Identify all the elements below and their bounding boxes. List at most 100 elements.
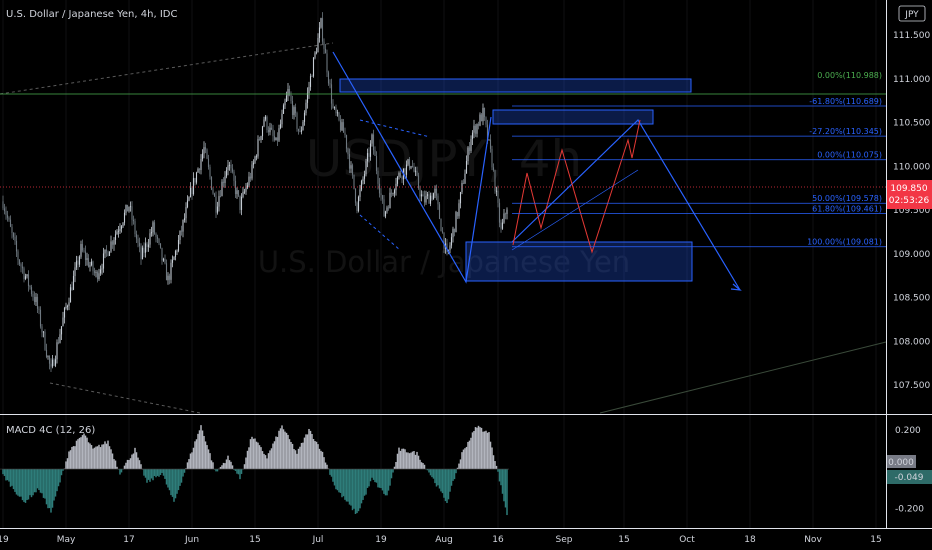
macd-bar <box>6 469 9 481</box>
candle-body <box>296 113 298 129</box>
candle-body <box>222 181 225 183</box>
candle-body <box>257 139 259 157</box>
candle-body <box>134 221 136 235</box>
candle-body <box>275 137 277 141</box>
pattern-drawings[interactable] <box>332 51 742 291</box>
candle-body <box>368 153 370 157</box>
wedge-projection[interactable] <box>511 119 741 291</box>
candle-body <box>491 148 493 168</box>
price-axis[interactable]: 111.500 111.000 110.500 110.000 109.500 109.0… <box>893 31 930 514</box>
macd-bar <box>30 469 33 498</box>
projected-wave-path[interactable] <box>512 119 641 254</box>
macd-bar <box>48 469 51 509</box>
candle-body <box>206 149 208 159</box>
macd-bar <box>188 459 190 470</box>
macd-bar <box>174 469 177 499</box>
wedge-lower-line[interactable] <box>511 169 639 251</box>
macd-bar <box>54 469 57 497</box>
candle-body <box>417 175 420 189</box>
candle-body <box>267 130 270 133</box>
macd-bar <box>336 469 339 491</box>
fib-label-1: -61.80%(110.689) <box>809 97 882 106</box>
candle-body <box>41 326 43 333</box>
fibonacci-levels[interactable]: 0.00%(110.988) -61.80%(110.689) -27.20%(11… <box>512 71 886 248</box>
candle-body <box>432 193 435 200</box>
macd-bar <box>504 469 507 508</box>
candle-body <box>413 166 415 172</box>
macd-bar <box>144 469 147 478</box>
candle-body <box>251 164 253 179</box>
macd-bar <box>464 448 466 470</box>
macd-bar <box>98 444 100 470</box>
candle-body <box>488 139 490 141</box>
candle-body <box>299 131 301 132</box>
macd-bar <box>311 434 313 470</box>
candle-body <box>485 117 487 125</box>
candle-body <box>261 126 264 137</box>
candle-body <box>347 148 349 155</box>
candle-body <box>272 129 274 137</box>
candle-body <box>39 309 42 327</box>
macd-bar <box>348 469 351 505</box>
macd-bar <box>8 469 10 482</box>
upper-dashed-trendline[interactable] <box>0 42 334 95</box>
candle-body <box>309 76 312 87</box>
macd-bar <box>350 469 352 506</box>
macd-bar <box>462 449 465 470</box>
macd-bar <box>339 469 342 493</box>
macd-bar <box>104 441 106 470</box>
candle-body <box>147 244 150 247</box>
candle-body <box>12 232 15 237</box>
time-axis[interactable]: 19 May 17 Jun 15 Jul 19 Aug 16 Sep 15 Oct 18 Nov 15 <box>0 535 882 545</box>
macd-bar <box>404 449 406 470</box>
macd-bar <box>330 469 333 477</box>
chart-title[interactable]: U.S. Dollar / Japanese Yen, 4h, IDC <box>6 9 177 20</box>
supply-zone-right[interactable] <box>492 109 654 125</box>
macd-bar <box>395 461 397 470</box>
candle-body <box>339 120 342 131</box>
demand-zone[interactable] <box>465 241 693 282</box>
macd-bar <box>312 439 315 470</box>
supply-zone-upper[interactable] <box>339 78 692 93</box>
candle-body <box>504 213 507 215</box>
macd-bar <box>230 461 232 470</box>
candle-body <box>101 268 103 270</box>
candle-body <box>126 204 129 212</box>
macd-bar <box>420 462 423 470</box>
candle-body <box>119 228 121 231</box>
triangle-pattern[interactable] <box>332 51 492 284</box>
macd-bar <box>297 448 300 470</box>
dashed-lower-channel[interactable] <box>359 214 401 251</box>
lower-dashed-trendline[interactable] <box>49 382 201 414</box>
macd-bar <box>189 453 192 470</box>
macd-bar <box>201 430 204 470</box>
macd-bar <box>45 469 48 505</box>
currency-button-label[interactable]: JPY <box>904 10 919 20</box>
trend-lines[interactable] <box>0 42 887 414</box>
macd-bar <box>447 469 450 500</box>
macd-bar <box>203 435 205 470</box>
candle-body <box>375 155 378 171</box>
candle-body <box>99 269 102 274</box>
last-price-badge-bg <box>887 180 932 209</box>
currency-button-frame[interactable] <box>898 5 926 22</box>
macd-bar <box>410 452 412 470</box>
macd-bar <box>68 451 70 470</box>
macd-bar <box>366 469 369 488</box>
macd-bar <box>105 443 108 470</box>
candle-body <box>14 236 16 241</box>
macd-title[interactable]: MACD 4C (12, 26) <box>6 425 95 436</box>
candle-body <box>105 249 108 252</box>
candle-body <box>78 256 81 265</box>
currency-button[interactable]: JPY <box>898 5 926 22</box>
dashed-upper-channel[interactable] <box>359 119 431 138</box>
macd-bar <box>270 448 273 470</box>
long-term-trendline[interactable] <box>599 341 887 414</box>
macd-bar <box>470 437 472 470</box>
macd-bar <box>254 438 256 470</box>
candle-body <box>308 86 310 93</box>
macd-bar <box>491 447 493 470</box>
macd-bar <box>56 469 58 492</box>
macd-bar <box>480 427 483 470</box>
